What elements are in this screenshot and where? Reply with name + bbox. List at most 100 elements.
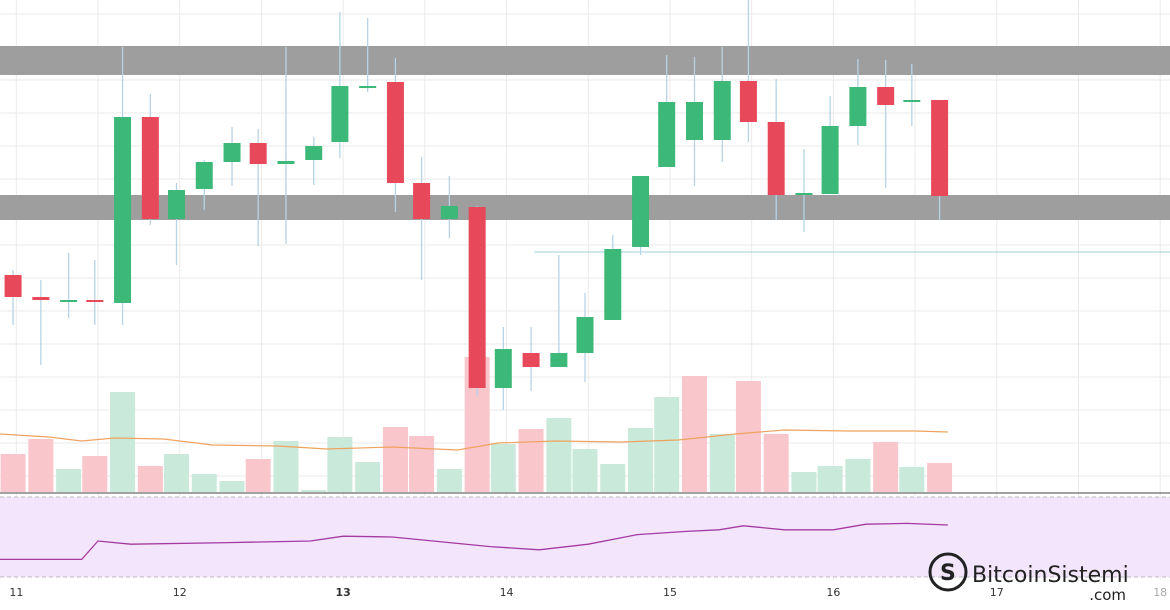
candle-body-up: [167, 190, 185, 219]
candle-body-down: [86, 300, 104, 302]
volume-bar: [873, 442, 899, 492]
candle: [413, 157, 431, 280]
candle: [167, 183, 185, 265]
candle-body-up: [223, 143, 241, 162]
candle-body-up: [576, 317, 594, 353]
watermark-suffix: .com: [1089, 586, 1126, 604]
candle-body-up: [114, 117, 132, 303]
volume-bar: [763, 434, 789, 492]
candle-body-down: [468, 207, 486, 388]
volume-bar: [845, 459, 871, 492]
resistance-zone-1: [0, 46, 1170, 75]
volume-bar: [791, 472, 817, 492]
volume-bar: [82, 456, 108, 492]
candle-body-up: [305, 146, 323, 160]
candle: [795, 149, 813, 232]
candle: [249, 129, 267, 246]
volume-bar: [490, 444, 516, 492]
candle-body-up: [685, 102, 703, 140]
candle-body-up: [658, 102, 676, 167]
volume-bar: [191, 474, 217, 492]
x-tick-label: 12: [173, 586, 187, 599]
candle-body-down: [739, 81, 757, 122]
volume-bar: [0, 454, 26, 492]
volume-bar: [56, 469, 82, 492]
candle-body-up: [849, 87, 867, 126]
candle-body-down: [522, 353, 540, 367]
volume-bar: [409, 436, 435, 492]
candle: [223, 127, 241, 186]
candle: [331, 12, 349, 158]
candle: [550, 255, 568, 367]
candle: [849, 59, 867, 145]
rsi-line: [0, 522, 948, 561]
candle: [576, 293, 594, 382]
candle: [767, 79, 785, 220]
candle-body-down: [386, 82, 404, 183]
candle: [522, 327, 540, 391]
candle-body-up: [604, 249, 622, 320]
candle-body-up: [821, 126, 839, 194]
candle-body-down: [413, 183, 431, 219]
candle: [195, 160, 213, 210]
candle: [114, 47, 132, 325]
candle-body-up: [494, 349, 512, 388]
candle: [277, 47, 295, 244]
candle: [359, 18, 377, 92]
volume-ma-line: [0, 429, 948, 451]
volume-bar: [654, 397, 680, 492]
candle-body-up: [359, 86, 377, 88]
volume-bar: [817, 466, 843, 492]
volume-bar: [28, 439, 54, 492]
candle: [60, 253, 78, 318]
candle-body-down: [767, 122, 785, 195]
volume-bar: [355, 462, 381, 492]
candle-body-up: [903, 100, 921, 102]
candle: [931, 100, 949, 220]
volume-bar: [927, 463, 953, 492]
candle: [685, 57, 703, 186]
volume-pane: [0, 357, 953, 492]
volume-bar: [600, 464, 626, 492]
volume-bar: [572, 449, 598, 492]
volume-bar: [137, 466, 163, 492]
candle-body-up: [195, 162, 213, 189]
volume-bar: [163, 454, 189, 492]
volume-bar: [436, 469, 462, 492]
volume-bar: [628, 428, 654, 492]
volume-bar: [327, 437, 353, 492]
volume-bar: [245, 459, 271, 492]
x-tick-label: 16: [826, 586, 840, 599]
candle: [903, 64, 921, 126]
rsi-pane: [0, 496, 1170, 578]
x-axis-tick-labels: 11 12 13 14 15 16 17 18: [9, 586, 1167, 599]
volume-moving-average: [0, 429, 948, 451]
candle-body-up: [277, 161, 295, 164]
candle-body-down: [32, 297, 50, 300]
volume-bar: [219, 481, 245, 492]
candle: [739, 0, 757, 142]
candle: [32, 280, 50, 365]
x-tick-label: 15: [663, 586, 677, 599]
candle-body-up: [632, 176, 650, 247]
candle-body-up: [440, 206, 458, 219]
candle-body-up: [60, 300, 78, 302]
candle: [877, 60, 895, 188]
candle: [141, 94, 159, 225]
candle: [821, 96, 839, 194]
watermark: S BitcoinSistemi .com: [928, 552, 1129, 604]
candle: [386, 58, 404, 212]
watermark-brand: BitcoinSistemi: [972, 563, 1129, 588]
candle-body-down: [141, 117, 159, 219]
candles: [4, 0, 949, 410]
x-tick-label: 11: [9, 586, 23, 599]
volume-bar: [382, 427, 408, 492]
volume-bar: [546, 418, 572, 492]
candle-body-up: [795, 193, 813, 195]
gridlines: [0, 0, 1170, 580]
candle: [658, 55, 676, 167]
volume-bar: [681, 376, 707, 492]
candle-body-up: [331, 86, 349, 142]
